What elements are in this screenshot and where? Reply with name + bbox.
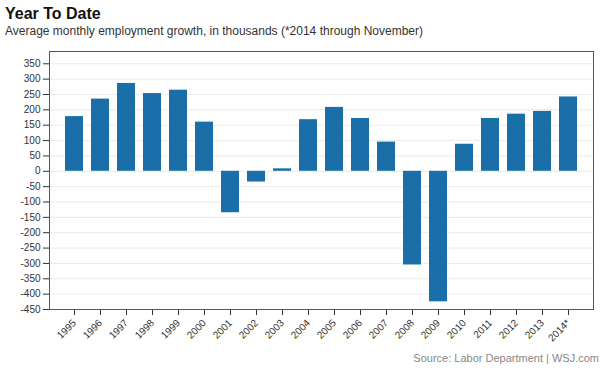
svg-text:-150: -150 (20, 212, 40, 223)
html-text:Source: Labor Department | WSJ: Source: Labor Department | WSJ.com (413, 352, 599, 364)
svg-text:-200: -200 (20, 227, 40, 238)
svg-text:2001: 2001 (211, 317, 235, 341)
svg-text:1999: 1999 (159, 317, 183, 341)
svg-text:300: 300 (24, 73, 41, 84)
svg-text:2008: 2008 (393, 317, 417, 341)
svg-text:-450: -450 (20, 304, 40, 315)
svg-text:-50: -50 (26, 181, 41, 192)
svg-text:2005: 2005 (315, 317, 339, 341)
svg-text:-300: -300 (20, 258, 40, 269)
svg-text:100: 100 (24, 135, 41, 146)
svg-text:250: 250 (24, 89, 41, 100)
svg-text:150: 150 (24, 119, 41, 130)
html-text:Average monthly employment gro: Average monthly employment growth, in th… (5, 24, 423, 38)
svg-text:0: 0 (35, 165, 41, 176)
svg-text:-250: -250 (20, 242, 40, 253)
svg-text:2009: 2009 (419, 317, 443, 341)
svg-text:350: 350 (24, 58, 41, 69)
svg-text:2014*: 2014* (546, 317, 572, 343)
svg-text:2000: 2000 (185, 317, 209, 341)
svg-text:-350: -350 (20, 273, 40, 284)
svg-text:-400: -400 (20, 288, 40, 299)
svg-text:1997: 1997 (107, 317, 131, 341)
svg-text:1995: 1995 (55, 317, 79, 341)
svg-text:2003: 2003 (263, 317, 287, 341)
svg-text:2013: 2013 (523, 317, 547, 341)
svg-text:2012: 2012 (497, 317, 521, 341)
html-text:Year To Date: Year To Date (5, 5, 101, 22)
svg-text:1998: 1998 (133, 317, 157, 341)
svg-text:2007: 2007 (367, 317, 391, 341)
svg-text:200: 200 (24, 104, 41, 115)
svg-text:2002: 2002 (237, 317, 261, 341)
svg-text:50: 50 (29, 150, 41, 161)
svg-text:2006: 2006 (341, 317, 365, 341)
svg-text:2011: 2011 (471, 317, 494, 340)
svg-text:2004: 2004 (289, 317, 313, 341)
svg-text:-100: -100 (20, 196, 40, 207)
svg-text:1996: 1996 (81, 317, 105, 341)
svg-text:2010: 2010 (445, 317, 469, 341)
